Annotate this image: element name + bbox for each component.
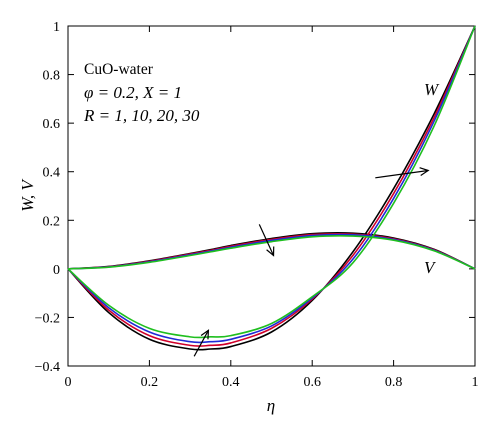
annotation-fluid: CuO-water — [84, 61, 154, 78]
v-curve-r30 — [67, 235, 476, 270]
x-tick-label: 0.6 — [303, 375, 321, 390]
x-tick-label: 0.2 — [141, 375, 159, 390]
w-curve-r1 — [67, 25, 476, 351]
annotation-r-values: R = 1, 10, 20, 30 — [83, 106, 200, 125]
x-tick-label: 0.8 — [385, 375, 403, 390]
direction-arrows — [193, 167, 430, 357]
y-axis-title: W, V — [18, 178, 37, 212]
y-tick-label: −0.2 — [35, 311, 60, 326]
arrow-v-head — [266, 246, 275, 257]
arrow-w-upper — [375, 169, 429, 179]
arrow-w-lower-head — [200, 329, 210, 340]
w-curve-r10 — [67, 25, 476, 347]
w-curve-r30 — [67, 25, 476, 339]
y-tick-label: 1 — [53, 20, 60, 35]
y-tick-label: 0.2 — [43, 214, 61, 229]
x-tick-label: 1 — [472, 375, 479, 390]
arrow-w-upper-head — [419, 167, 430, 176]
y-tick-label: −0.4 — [35, 360, 60, 375]
curves — [67, 25, 476, 351]
plot-frame — [67, 25, 476, 367]
x-axis-title: η — [267, 396, 275, 415]
label-v: V — [424, 258, 437, 277]
ticks: 0 0.2 0.4 0.6 0.8 1 −0.4 −0.2 0 0.2 0.4 0.6 0.8 1 — [35, 20, 479, 390]
x-tick-label: 0.4 — [222, 375, 240, 390]
arrow-v — [258, 224, 275, 256]
y-tick-label: 0.6 — [43, 117, 61, 132]
label-w: W — [424, 80, 440, 99]
y-tick-label: 0.4 — [43, 166, 61, 181]
y-tick-label: 0 — [53, 263, 60, 278]
x-tick-label: 0 — [65, 375, 72, 390]
y-tick-label: 0.8 — [43, 69, 61, 84]
arrow-w-lower — [193, 330, 209, 357]
w-curve-r20 — [67, 25, 476, 344]
annotation-params: φ = 0.2, X = 1 — [84, 83, 182, 102]
